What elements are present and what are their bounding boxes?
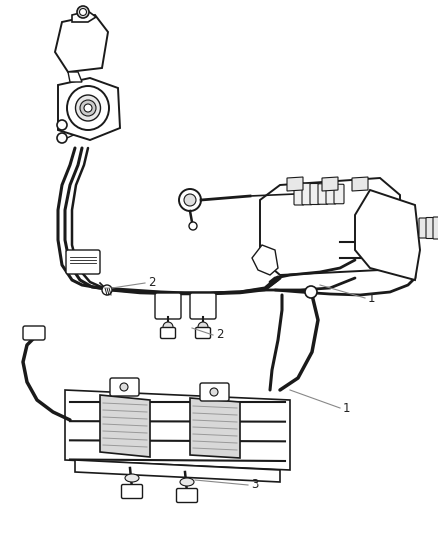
Polygon shape [355, 190, 420, 280]
Polygon shape [68, 72, 82, 82]
Polygon shape [252, 245, 278, 275]
Polygon shape [75, 460, 280, 482]
Text: 2: 2 [148, 277, 155, 289]
FancyBboxPatch shape [294, 183, 304, 205]
Polygon shape [55, 15, 108, 72]
Text: 1: 1 [368, 292, 375, 304]
Polygon shape [322, 177, 338, 191]
FancyBboxPatch shape [334, 184, 344, 204]
Polygon shape [58, 78, 120, 140]
FancyBboxPatch shape [160, 327, 176, 338]
Circle shape [80, 100, 96, 116]
Circle shape [198, 322, 208, 332]
FancyBboxPatch shape [121, 484, 142, 498]
Polygon shape [190, 398, 240, 458]
FancyBboxPatch shape [302, 183, 312, 205]
Polygon shape [65, 390, 290, 470]
Circle shape [120, 383, 128, 391]
Ellipse shape [75, 95, 100, 121]
FancyBboxPatch shape [318, 184, 328, 204]
FancyBboxPatch shape [310, 183, 320, 205]
Circle shape [80, 9, 86, 15]
Polygon shape [260, 178, 400, 275]
Circle shape [189, 222, 197, 230]
FancyBboxPatch shape [195, 327, 211, 338]
FancyBboxPatch shape [426, 217, 435, 238]
Polygon shape [352, 177, 368, 191]
Text: 1: 1 [343, 401, 350, 415]
Circle shape [184, 194, 196, 206]
FancyBboxPatch shape [23, 326, 45, 340]
FancyBboxPatch shape [177, 489, 198, 503]
Polygon shape [287, 177, 303, 191]
FancyBboxPatch shape [419, 218, 428, 238]
Ellipse shape [125, 474, 139, 482]
Circle shape [163, 322, 173, 332]
Ellipse shape [67, 86, 109, 130]
FancyBboxPatch shape [433, 217, 438, 239]
FancyBboxPatch shape [190, 293, 216, 319]
Circle shape [305, 286, 317, 298]
FancyBboxPatch shape [326, 184, 336, 204]
FancyBboxPatch shape [200, 383, 229, 401]
Circle shape [179, 189, 201, 211]
Circle shape [84, 104, 92, 112]
Circle shape [210, 388, 218, 396]
FancyBboxPatch shape [155, 293, 181, 319]
FancyBboxPatch shape [66, 250, 100, 274]
Circle shape [57, 120, 67, 130]
Circle shape [102, 285, 112, 295]
FancyBboxPatch shape [110, 378, 139, 396]
Polygon shape [72, 11, 96, 22]
Polygon shape [100, 395, 150, 457]
Ellipse shape [180, 478, 194, 486]
Text: 2: 2 [216, 328, 223, 342]
Circle shape [57, 133, 67, 143]
Circle shape [77, 6, 89, 18]
Text: 3: 3 [251, 479, 258, 491]
